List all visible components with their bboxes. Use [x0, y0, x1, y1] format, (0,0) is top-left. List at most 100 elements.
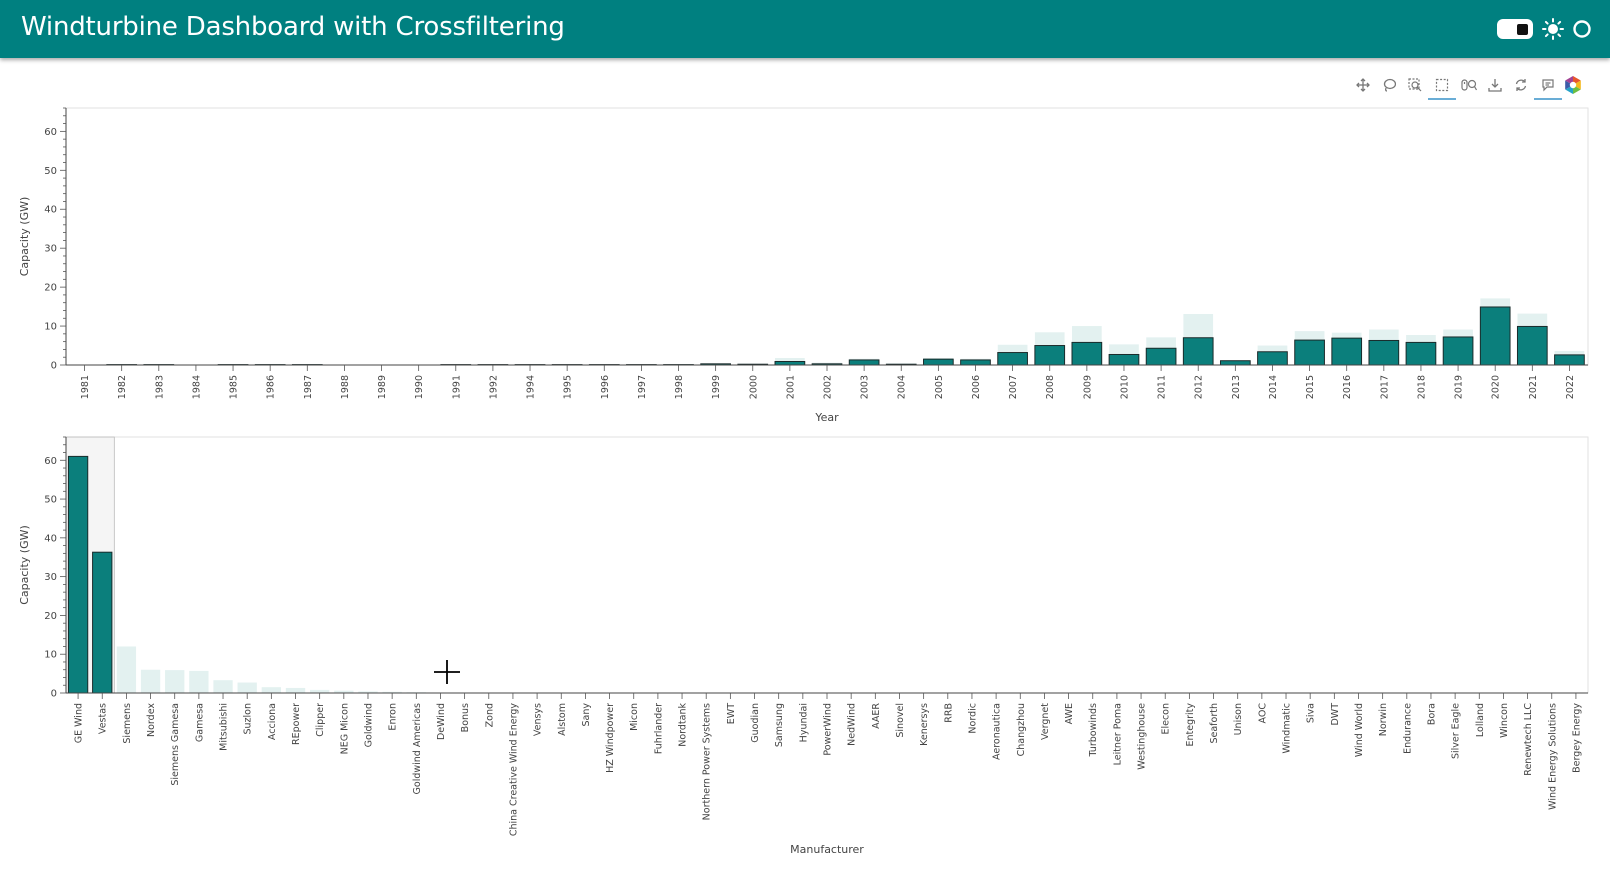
x-tick-label: 2007	[1008, 375, 1019, 399]
bar-selected[interactable]	[1442, 336, 1474, 366]
x-tick-label: Nordex	[146, 703, 157, 737]
plot-frame	[65, 436, 1589, 694]
x-tick-label: 1985	[229, 375, 240, 399]
bar-selected[interactable]	[997, 352, 1028, 366]
x-tick-label: 1999	[711, 375, 722, 399]
x-tick-label: Mitsubishi	[219, 703, 230, 751]
bar-selected[interactable]	[1219, 360, 1251, 366]
bar[interactable]	[382, 691, 402, 693]
bar-selected[interactable]	[960, 359, 991, 366]
bar-selected[interactable]	[1516, 325, 1548, 366]
bar-selected[interactable]	[848, 359, 880, 366]
bar-selected[interactable]	[1145, 347, 1177, 366]
bar-selected[interactable]	[1182, 337, 1214, 366]
bar-selected[interactable]	[1071, 341, 1103, 366]
x-tick-label: RRB	[943, 703, 954, 723]
bar[interactable]	[140, 669, 161, 693]
x-tick-label: Northern Power Systems	[702, 703, 713, 820]
x-tick-label: 2004	[897, 375, 908, 399]
x-tick-label: 1984	[191, 375, 202, 399]
x-tick-label: Acciona	[267, 703, 278, 740]
bar[interactable]	[116, 646, 137, 693]
x-tick-label: Endurance	[1402, 703, 1413, 754]
lasso-select-icon[interactable]	[1378, 74, 1400, 98]
x-tick-label: Suzlon	[243, 703, 254, 735]
bar[interactable]	[334, 690, 354, 693]
bar[interactable]	[189, 670, 209, 693]
x-tick-label: AAER	[871, 703, 882, 729]
bar-selected[interactable]	[1405, 341, 1437, 366]
x-tick-label: HZ Windpower	[605, 703, 616, 773]
bar[interactable]	[237, 682, 257, 693]
bar-selected[interactable]	[67, 455, 89, 694]
x-tick-label: Aeronautica	[992, 703, 1003, 760]
x-tick-label: 1995	[563, 375, 574, 399]
wheel-zoom-icon[interactable]	[1457, 74, 1479, 98]
bar-selected[interactable]	[923, 358, 954, 366]
bar-selected[interactable]	[1479, 306, 1511, 366]
y-tick-label: 0	[51, 689, 57, 700]
circle-menu-icon[interactable]	[1572, 19, 1592, 39]
x-tick-label: Windmatic	[1282, 703, 1293, 754]
bokeh-logo-icon[interactable]	[1562, 74, 1584, 98]
x-tick-label: 2000	[748, 375, 759, 399]
x-tick-label: Wind World	[1354, 703, 1365, 757]
x-tick-label: Renewtech LLC	[1523, 703, 1534, 776]
x-tick-label: 1986	[266, 375, 277, 399]
y-tick-label: 10	[44, 322, 57, 333]
bar-selected[interactable]	[1294, 339, 1325, 366]
x-tick-label: Wincon	[1499, 703, 1510, 738]
x-tick-label: REpower	[291, 703, 302, 745]
x-tick-label: Hyundai	[798, 703, 809, 742]
x-tick-label: China Creative Wind Energy	[508, 703, 519, 837]
bar[interactable]	[213, 680, 233, 693]
y-tick-label: 30	[44, 572, 57, 583]
x-tick-label: Leitner Poma	[1112, 703, 1123, 765]
bar[interactable]	[165, 670, 185, 693]
x-tick-label: 2021	[1528, 375, 1539, 399]
year-capacity-chart[interactable]: 0 10 20 30 40 50 60 Capacity (GW) 1981 1982 1983 19…	[18, 107, 1589, 424]
y-tick-label: 60	[44, 456, 57, 467]
bar-selected[interactable]	[1034, 345, 1066, 366]
y-tick-label: 10	[44, 650, 57, 661]
bar-selected[interactable]	[1368, 339, 1400, 366]
manufacturer-capacity-chart[interactable]: 0 10 20 30 40 50 60 Capacity (GW) GE Wind Vestas S…	[18, 436, 1589, 856]
reset-icon[interactable]	[1510, 74, 1532, 98]
bar[interactable]	[310, 689, 330, 693]
bar-selected[interactable]	[774, 360, 806, 366]
bar-selected[interactable]	[92, 551, 113, 694]
x-tick-label: Goldwind	[363, 703, 374, 747]
x-tick-label: AWE	[1064, 703, 1075, 724]
x-tick-label: 1994	[526, 375, 537, 399]
bar[interactable]	[261, 687, 282, 693]
plot-frame	[65, 107, 1589, 366]
bar-selected[interactable]	[1331, 337, 1363, 366]
x-tick-label: 2016	[1342, 375, 1353, 399]
x-tick-label: Zond	[484, 703, 495, 727]
save-icon[interactable]	[1484, 74, 1506, 98]
sun-icon[interactable]	[1542, 18, 1564, 40]
bar[interactable]	[358, 691, 378, 693]
x-tick-label: 1983	[154, 375, 165, 399]
x-tick-label: Clipper	[315, 703, 326, 737]
bar-selected[interactable]	[1554, 354, 1585, 366]
pan-icon[interactable]	[1352, 74, 1374, 98]
box-select-icon[interactable]	[1428, 74, 1456, 100]
x-tick-label: 2008	[1045, 375, 1056, 399]
theme-toggle[interactable]	[1497, 19, 1533, 39]
hover-icon[interactable]	[1534, 74, 1562, 100]
x-tick-label: 2010	[1119, 375, 1130, 399]
bar[interactable]	[285, 687, 306, 693]
x-tick-label: Turbowinds	[1088, 703, 1099, 758]
x-tick-label: Bonus	[460, 703, 471, 732]
bar-selected[interactable]	[1257, 351, 1288, 366]
x-tick-label: 2011	[1157, 375, 1168, 399]
x-tick-label: DeWind	[436, 703, 447, 740]
x-tick-label: Nordtank	[678, 703, 689, 747]
box-zoom-icon[interactable]	[1404, 74, 1426, 98]
x-tick-label: 2022	[1565, 375, 1576, 399]
x-tick-label: 1990	[414, 375, 425, 399]
x-tick-label: PowerWind	[823, 703, 834, 756]
bar-selected[interactable]	[1108, 353, 1140, 366]
